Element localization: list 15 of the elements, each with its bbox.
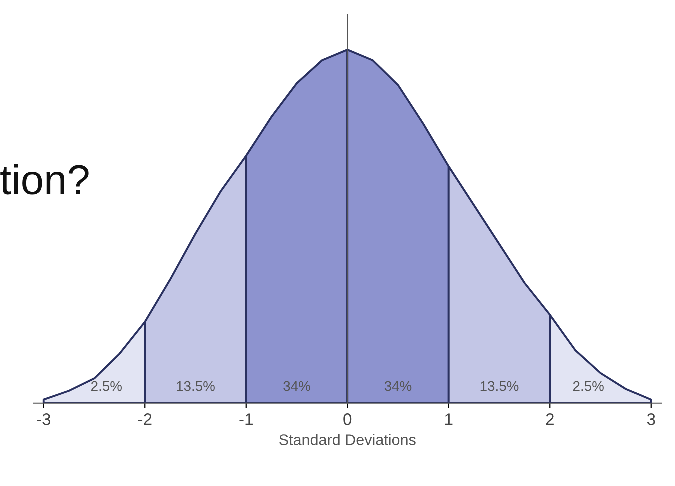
x-tick-label: -2 [138, 414, 152, 426]
annotation: 2.5% [92, 381, 122, 392]
annotation: tion? [0, 164, 89, 195]
annotation: 13.5% [177, 381, 215, 392]
x-tick-label: 3 [647, 414, 656, 426]
annotation: 2.5% [573, 381, 604, 392]
x-tick-label: 2 [546, 414, 554, 426]
x-axis-title: Standard Deviations [280, 434, 416, 446]
annotation: 34% [384, 381, 412, 392]
x-tick-label: -3 [37, 414, 51, 426]
x-tick-label: 1 [446, 414, 453, 426]
x-tick-label: -1 [240, 414, 253, 426]
annotation: 34% [284, 381, 310, 392]
annotation: 13.5% [480, 381, 519, 392]
x-tick-label: 0 [344, 414, 352, 426]
